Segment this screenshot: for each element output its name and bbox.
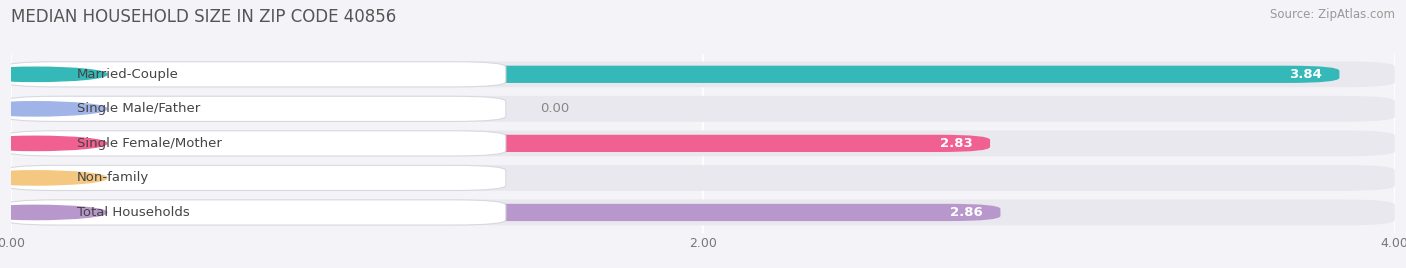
Text: Single Female/Mother: Single Female/Mother [77,137,222,150]
FancyBboxPatch shape [11,135,990,152]
FancyBboxPatch shape [11,165,1395,191]
Text: 2.83: 2.83 [941,137,973,150]
FancyBboxPatch shape [11,169,385,187]
FancyBboxPatch shape [11,131,1395,156]
FancyBboxPatch shape [4,96,506,121]
Text: Single Male/Father: Single Male/Father [77,102,200,115]
FancyBboxPatch shape [4,165,506,191]
FancyBboxPatch shape [4,62,506,87]
Text: 2.86: 2.86 [950,206,983,219]
Circle shape [0,67,107,81]
FancyBboxPatch shape [4,200,506,225]
Text: Married-Couple: Married-Couple [77,68,179,81]
Text: Non-family: Non-family [77,172,149,184]
FancyBboxPatch shape [11,199,1395,225]
Circle shape [0,205,107,219]
Text: Source: ZipAtlas.com: Source: ZipAtlas.com [1270,8,1395,21]
FancyBboxPatch shape [11,66,1340,83]
Text: MEDIAN HOUSEHOLD SIZE IN ZIP CODE 40856: MEDIAN HOUSEHOLD SIZE IN ZIP CODE 40856 [11,8,396,26]
Circle shape [0,102,107,116]
Circle shape [0,171,107,185]
Circle shape [0,136,107,151]
Text: 1.08: 1.08 [335,172,367,184]
FancyBboxPatch shape [11,61,1395,87]
FancyBboxPatch shape [4,131,506,156]
FancyBboxPatch shape [11,204,1001,221]
Text: Total Households: Total Households [77,206,190,219]
FancyBboxPatch shape [11,96,1395,122]
Text: 0.00: 0.00 [540,102,569,115]
Text: 3.84: 3.84 [1289,68,1322,81]
